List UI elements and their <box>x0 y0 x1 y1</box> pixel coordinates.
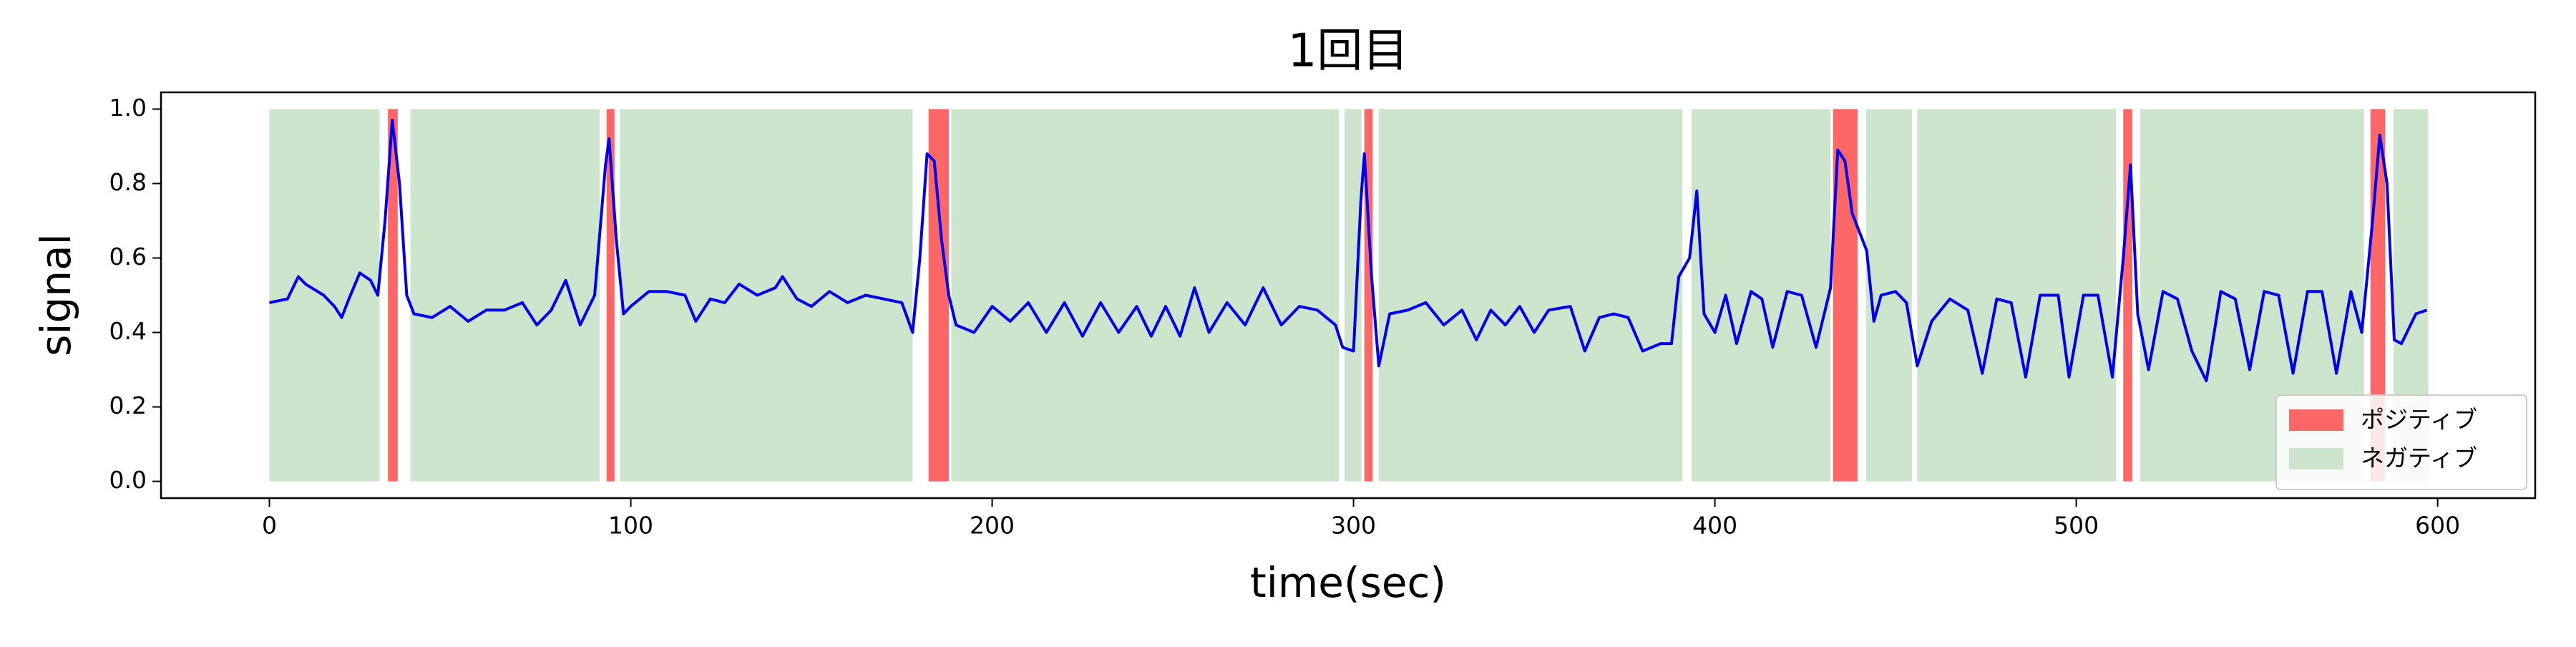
span-region <box>2123 109 2132 482</box>
legend-label: ネガティブ <box>2361 444 2477 472</box>
legend-swatch <box>2289 409 2343 431</box>
x-tick-label: 500 <box>2054 512 2099 540</box>
span-region <box>951 109 1340 482</box>
span-region <box>1364 109 1373 482</box>
span-region <box>388 109 398 482</box>
span-region <box>928 109 949 482</box>
y-tick-label: 0.6 <box>109 243 147 271</box>
y-axis-label: signal <box>31 233 80 356</box>
span-region <box>1378 109 1683 482</box>
chart-title: 1回目 <box>1288 25 1409 78</box>
y-tick-label: 0.2 <box>109 391 147 419</box>
y-tick-label: 0.4 <box>109 317 147 345</box>
x-tick-label: 300 <box>1331 512 1376 540</box>
x-tick-label: 100 <box>608 512 653 540</box>
legend-label: ポジティブ <box>2361 406 2477 434</box>
y-tick-label: 0.0 <box>109 466 147 494</box>
span-region <box>1865 109 1912 482</box>
span-region <box>1344 109 1362 482</box>
signal-line <box>269 119 2428 383</box>
span-region <box>410 109 600 482</box>
x-tick-label: 400 <box>1692 512 1737 540</box>
plot-frame <box>160 91 2537 500</box>
y-tick-label: 0.8 <box>109 168 147 196</box>
x-tick-label: 0 <box>262 512 277 540</box>
x-axis-label: time(sec) <box>1250 558 1446 607</box>
span-region <box>1691 109 1831 482</box>
y-tick-label: 1.0 <box>109 94 147 122</box>
x-tick-label: 200 <box>970 512 1015 540</box>
span-region <box>606 109 615 482</box>
legend-swatch <box>2289 448 2343 470</box>
x-tick-label: 600 <box>2415 512 2460 540</box>
